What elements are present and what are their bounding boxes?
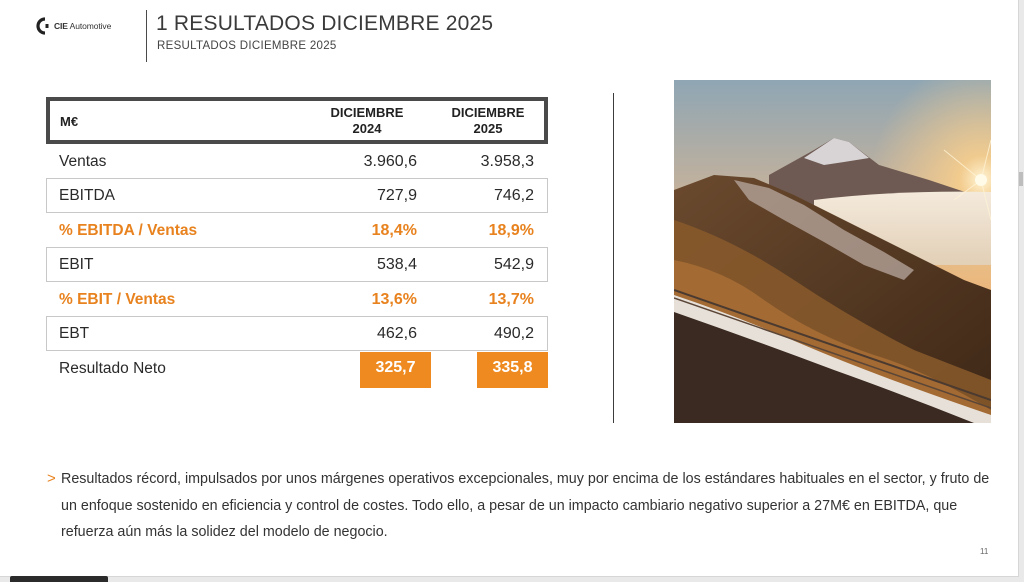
cie-logo-icon: [36, 17, 49, 35]
teide-landscape-photo: [674, 80, 991, 423]
table-row: % EBITDA / Ventas 18,4% 18,9%: [46, 213, 548, 248]
table-row: EBITDA 727,9 746,2: [46, 178, 548, 213]
table-row: % EBIT / Ventas 13,6% 13,7%: [46, 282, 548, 317]
table-row-net-result: Resultado Neto 325,7 335,8: [46, 351, 548, 388]
value-2025: 3.958,3: [480, 153, 534, 170]
table-row: Ventas 3.960,6 3.958,3: [46, 144, 548, 179]
logo-text: CIE Automotive: [54, 21, 112, 31]
value-2025: 746,2: [493, 187, 534, 204]
value-2024: 727,9: [376, 187, 417, 204]
value-2024: 13,6%: [371, 291, 417, 308]
chevron-right-icon: >: [47, 470, 56, 487]
mountain-illustration: [674, 80, 991, 423]
row-label: EBT: [59, 325, 90, 342]
row-label: Resultado Neto: [59, 360, 166, 377]
row-label: EBIT: [59, 256, 94, 273]
row-label: Ventas: [59, 153, 107, 170]
bottom-toolbar-tab[interactable]: [10, 576, 108, 582]
scrollbar-thumb[interactable]: [1019, 172, 1023, 186]
summary-text: Resultados récord, impulsados por unos m…: [61, 471, 990, 540]
value-2024: 462,6: [376, 325, 417, 342]
value-2024: 18,4%: [371, 222, 417, 239]
table-row: EBT 462,6 490,2: [46, 316, 548, 351]
page-title: 1 RESULTADOS DICIEMBRE 2025: [156, 12, 494, 35]
row-label: % EBITDA / Ventas: [59, 222, 198, 239]
cie-automotive-logo: CIE Automotive: [34, 16, 111, 36]
vertical-separator: [613, 93, 614, 423]
results-table: M€ DICIEMBRE 2024 DICIEMBRE 2025 Ventas …: [46, 97, 548, 388]
row-label: % EBIT / Ventas: [59, 291, 176, 308]
row-label: EBITDA: [59, 187, 115, 204]
value-2024: 325,7: [375, 359, 416, 376]
value-2024: 3.960,6: [363, 153, 417, 170]
highlight-2024: 325,7: [360, 352, 431, 388]
unit-header: M€: [60, 114, 79, 129]
value-2025: 490,2: [493, 325, 534, 342]
summary-bullet: > Resultados récord, impulsados por unos…: [47, 466, 992, 546]
page-subtitle: RESULTADOS DICIEMBRE 2025: [157, 40, 337, 52]
table-row: EBIT 538,4 542,9: [46, 247, 548, 282]
header-divider: [146, 10, 147, 62]
value-2025: 542,9: [493, 256, 534, 273]
value-2024: 538,4: [376, 256, 417, 273]
col-header-2024: DICIEMBRE 2024: [330, 105, 404, 136]
highlight-2025: 335,8: [477, 352, 548, 388]
value-2025: 13,7%: [488, 291, 534, 308]
value-2025: 18,9%: [488, 222, 534, 239]
col-header-2025: DICIEMBRE 2025: [451, 105, 525, 136]
table-header: M€ DICIEMBRE 2024 DICIEMBRE 2025: [46, 97, 548, 144]
value-2025: 335,8: [492, 359, 533, 376]
page-number: 11: [980, 547, 989, 556]
